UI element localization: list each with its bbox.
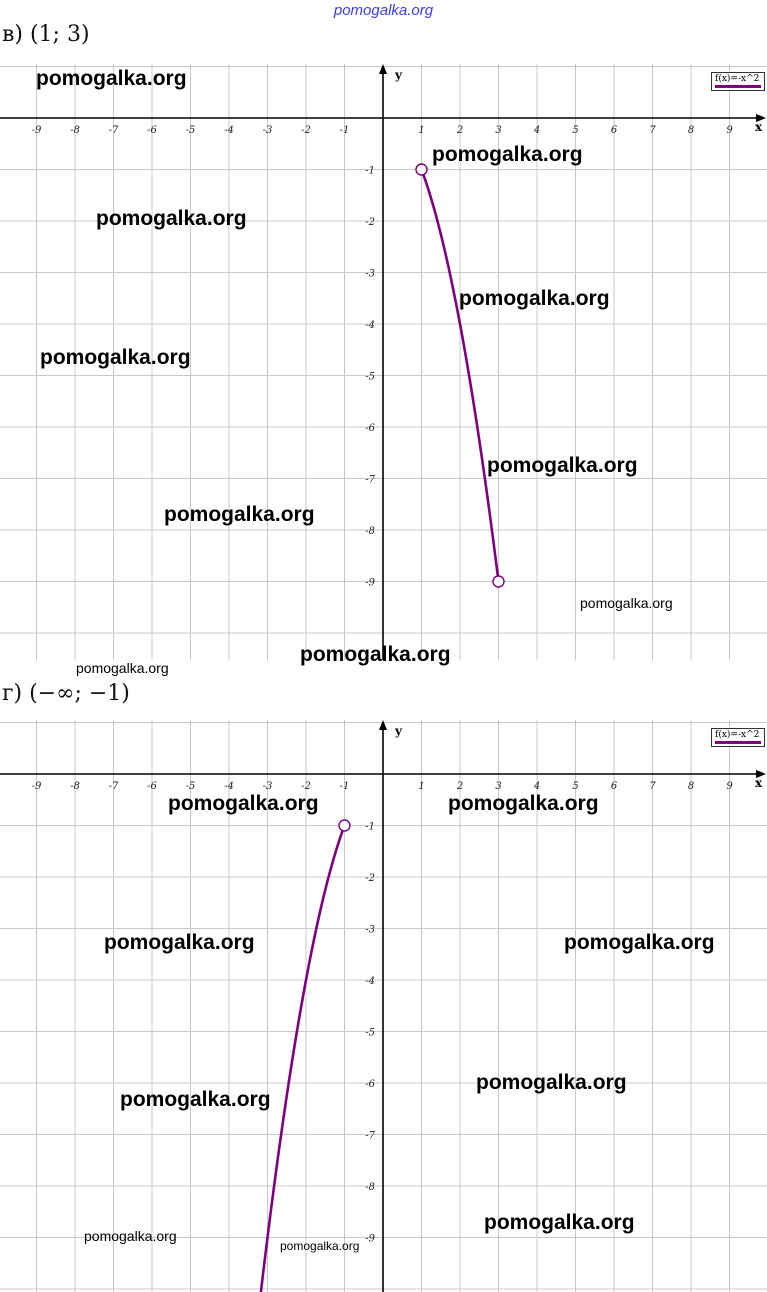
x-tick-label: -6 (147, 125, 157, 136)
site-header-link[interactable]: pomogalka.org (333, 2, 434, 19)
y-tick-label: -7 (365, 475, 375, 486)
watermark: pomogalka.org (36, 67, 187, 90)
x-axis-label: x (755, 120, 763, 134)
watermark: pomogalka.org (476, 1071, 627, 1094)
x-tick-label: 9 (726, 781, 733, 792)
watermark: pomogalka.org (300, 643, 451, 666)
y-tick-label: -3 (365, 269, 375, 280)
x-tick-label: -3 (263, 125, 273, 136)
function-curve (420, 169, 500, 582)
x-tick-label: 2 (456, 125, 463, 136)
watermark: pomogalka.org (487, 454, 638, 477)
x-tick-label: 5 (572, 125, 578, 136)
y-tick-label: -8 (365, 526, 375, 537)
x-tick-label: -7 (109, 781, 119, 792)
y-tick-label: -4 (365, 976, 375, 987)
y-tick-label: -3 (365, 925, 375, 936)
x-tick-label: -2 (301, 781, 311, 792)
x-tick-label: 9 (726, 125, 733, 136)
x-tick-label: 6 (611, 781, 618, 792)
open-endpoint (492, 575, 505, 588)
x-tick-label: 4 (533, 125, 540, 136)
watermark: pomogalka.org (484, 1211, 635, 1234)
watermark: pomogalka.org (459, 287, 610, 310)
watermark: pomogalka.org (580, 595, 673, 611)
y-tick-label: -1 (365, 822, 375, 833)
y-axis-label: y (394, 724, 403, 738)
y-tick-label: -2 (365, 217, 375, 228)
watermark: pomogalka.org (432, 143, 583, 166)
x-tick-label: -1 (340, 781, 350, 792)
watermark: pomogalka.org (96, 207, 247, 230)
x-tick-label: 8 (688, 781, 694, 792)
legend-swatch (715, 741, 761, 744)
watermark: pomogalka.org (168, 792, 319, 815)
y-tick-label: -9 (365, 1234, 375, 1245)
watermark: pomogalka.org (40, 346, 191, 369)
y-tick-label: -2 (365, 873, 375, 884)
x-tick-label: -4 (224, 125, 234, 136)
open-endpoint (415, 163, 428, 176)
watermark: pomogalka.org (280, 1239, 360, 1253)
function-curve (259, 825, 346, 1292)
x-tick-label: 1 (418, 125, 424, 136)
watermark: pomogalka.org (76, 660, 169, 676)
y-tick-label: -6 (365, 423, 375, 434)
x-tick-label: 6 (611, 125, 618, 136)
part-label-v: в) (1; 3) (2, 22, 90, 47)
watermark: pomogalka.org (120, 1088, 271, 1111)
legend-label: f(x)=-x^2 (715, 74, 760, 84)
x-tick-label: -9 (32, 781, 42, 792)
x-tick-label: 7 (649, 781, 656, 792)
watermark: pomogalka.org (564, 931, 715, 954)
y-tick-label: -4 (365, 320, 375, 331)
x-tick-label: -9 (32, 125, 42, 136)
x-tick-label: -8 (70, 125, 80, 136)
y-tick-label: -8 (365, 1182, 375, 1193)
y-tick-label: -9 (365, 578, 375, 589)
watermark: pomogalka.org (164, 503, 315, 526)
x-tick-label: -1 (340, 125, 350, 136)
x-tick-label: -8 (70, 781, 80, 792)
x-axis-arrow (756, 114, 766, 122)
graph-part-g: y x -9 -8 -7 -6 -5 -4 -3 -2 -1 1 2 3 4 5 6 7 8 9 -1 -2 -3 -4 -5 -… (0, 720, 767, 1292)
x-tick-label: 3 (495, 125, 501, 136)
y-axis-arrow (379, 720, 387, 730)
y-tick-label: -7 (365, 1131, 375, 1142)
x-tick-label: -6 (147, 781, 157, 792)
open-endpoint (338, 819, 351, 832)
x-tick-label: 3 (495, 781, 501, 792)
x-tick-label: -7 (109, 125, 119, 136)
x-tick-label: 2 (456, 781, 463, 792)
y-tick-label: -5 (365, 1028, 375, 1039)
watermark: pomogalka.org (448, 792, 599, 815)
part-label-g: г) (−∞; −1) (2, 681, 130, 706)
legend-swatch (715, 85, 761, 88)
y-tick-label: -5 (365, 372, 375, 383)
x-tick-label: -5 (186, 781, 196, 792)
y-axis-label: y (394, 68, 403, 82)
x-tick-label: 8 (688, 125, 694, 136)
y-axis-arrow (379, 64, 387, 74)
x-tick-label: -2 (301, 125, 311, 136)
x-tick-label: -3 (263, 781, 273, 792)
legend-part-v: f(x)=-x^2 (711, 72, 765, 91)
x-tick-label: 1 (418, 781, 424, 792)
x-tick-label: 4 (533, 781, 540, 792)
x-tick-label: 5 (572, 781, 578, 792)
y-tick-label: -6 (365, 1079, 375, 1090)
graph-part-v: y x -9 -8 -7 -6 -5 -4 -3 -2 -1 1 2 3 4 5 6 7 8 9 -1 -2 -3 -4 -5 -… (0, 64, 767, 660)
legend-label: f(x)=-x^2 (715, 730, 760, 740)
x-axis-arrow (756, 770, 766, 778)
x-tick-label: -5 (186, 125, 196, 136)
watermark: pomogalka.org (84, 1228, 177, 1244)
x-tick-label: -4 (224, 781, 234, 792)
watermark: pomogalka.org (104, 931, 255, 954)
legend-part-g: f(x)=-x^2 (711, 728, 765, 747)
y-tick-label: -1 (365, 166, 375, 177)
x-axis-label: x (755, 776, 763, 790)
x-tick-label: 7 (649, 125, 656, 136)
